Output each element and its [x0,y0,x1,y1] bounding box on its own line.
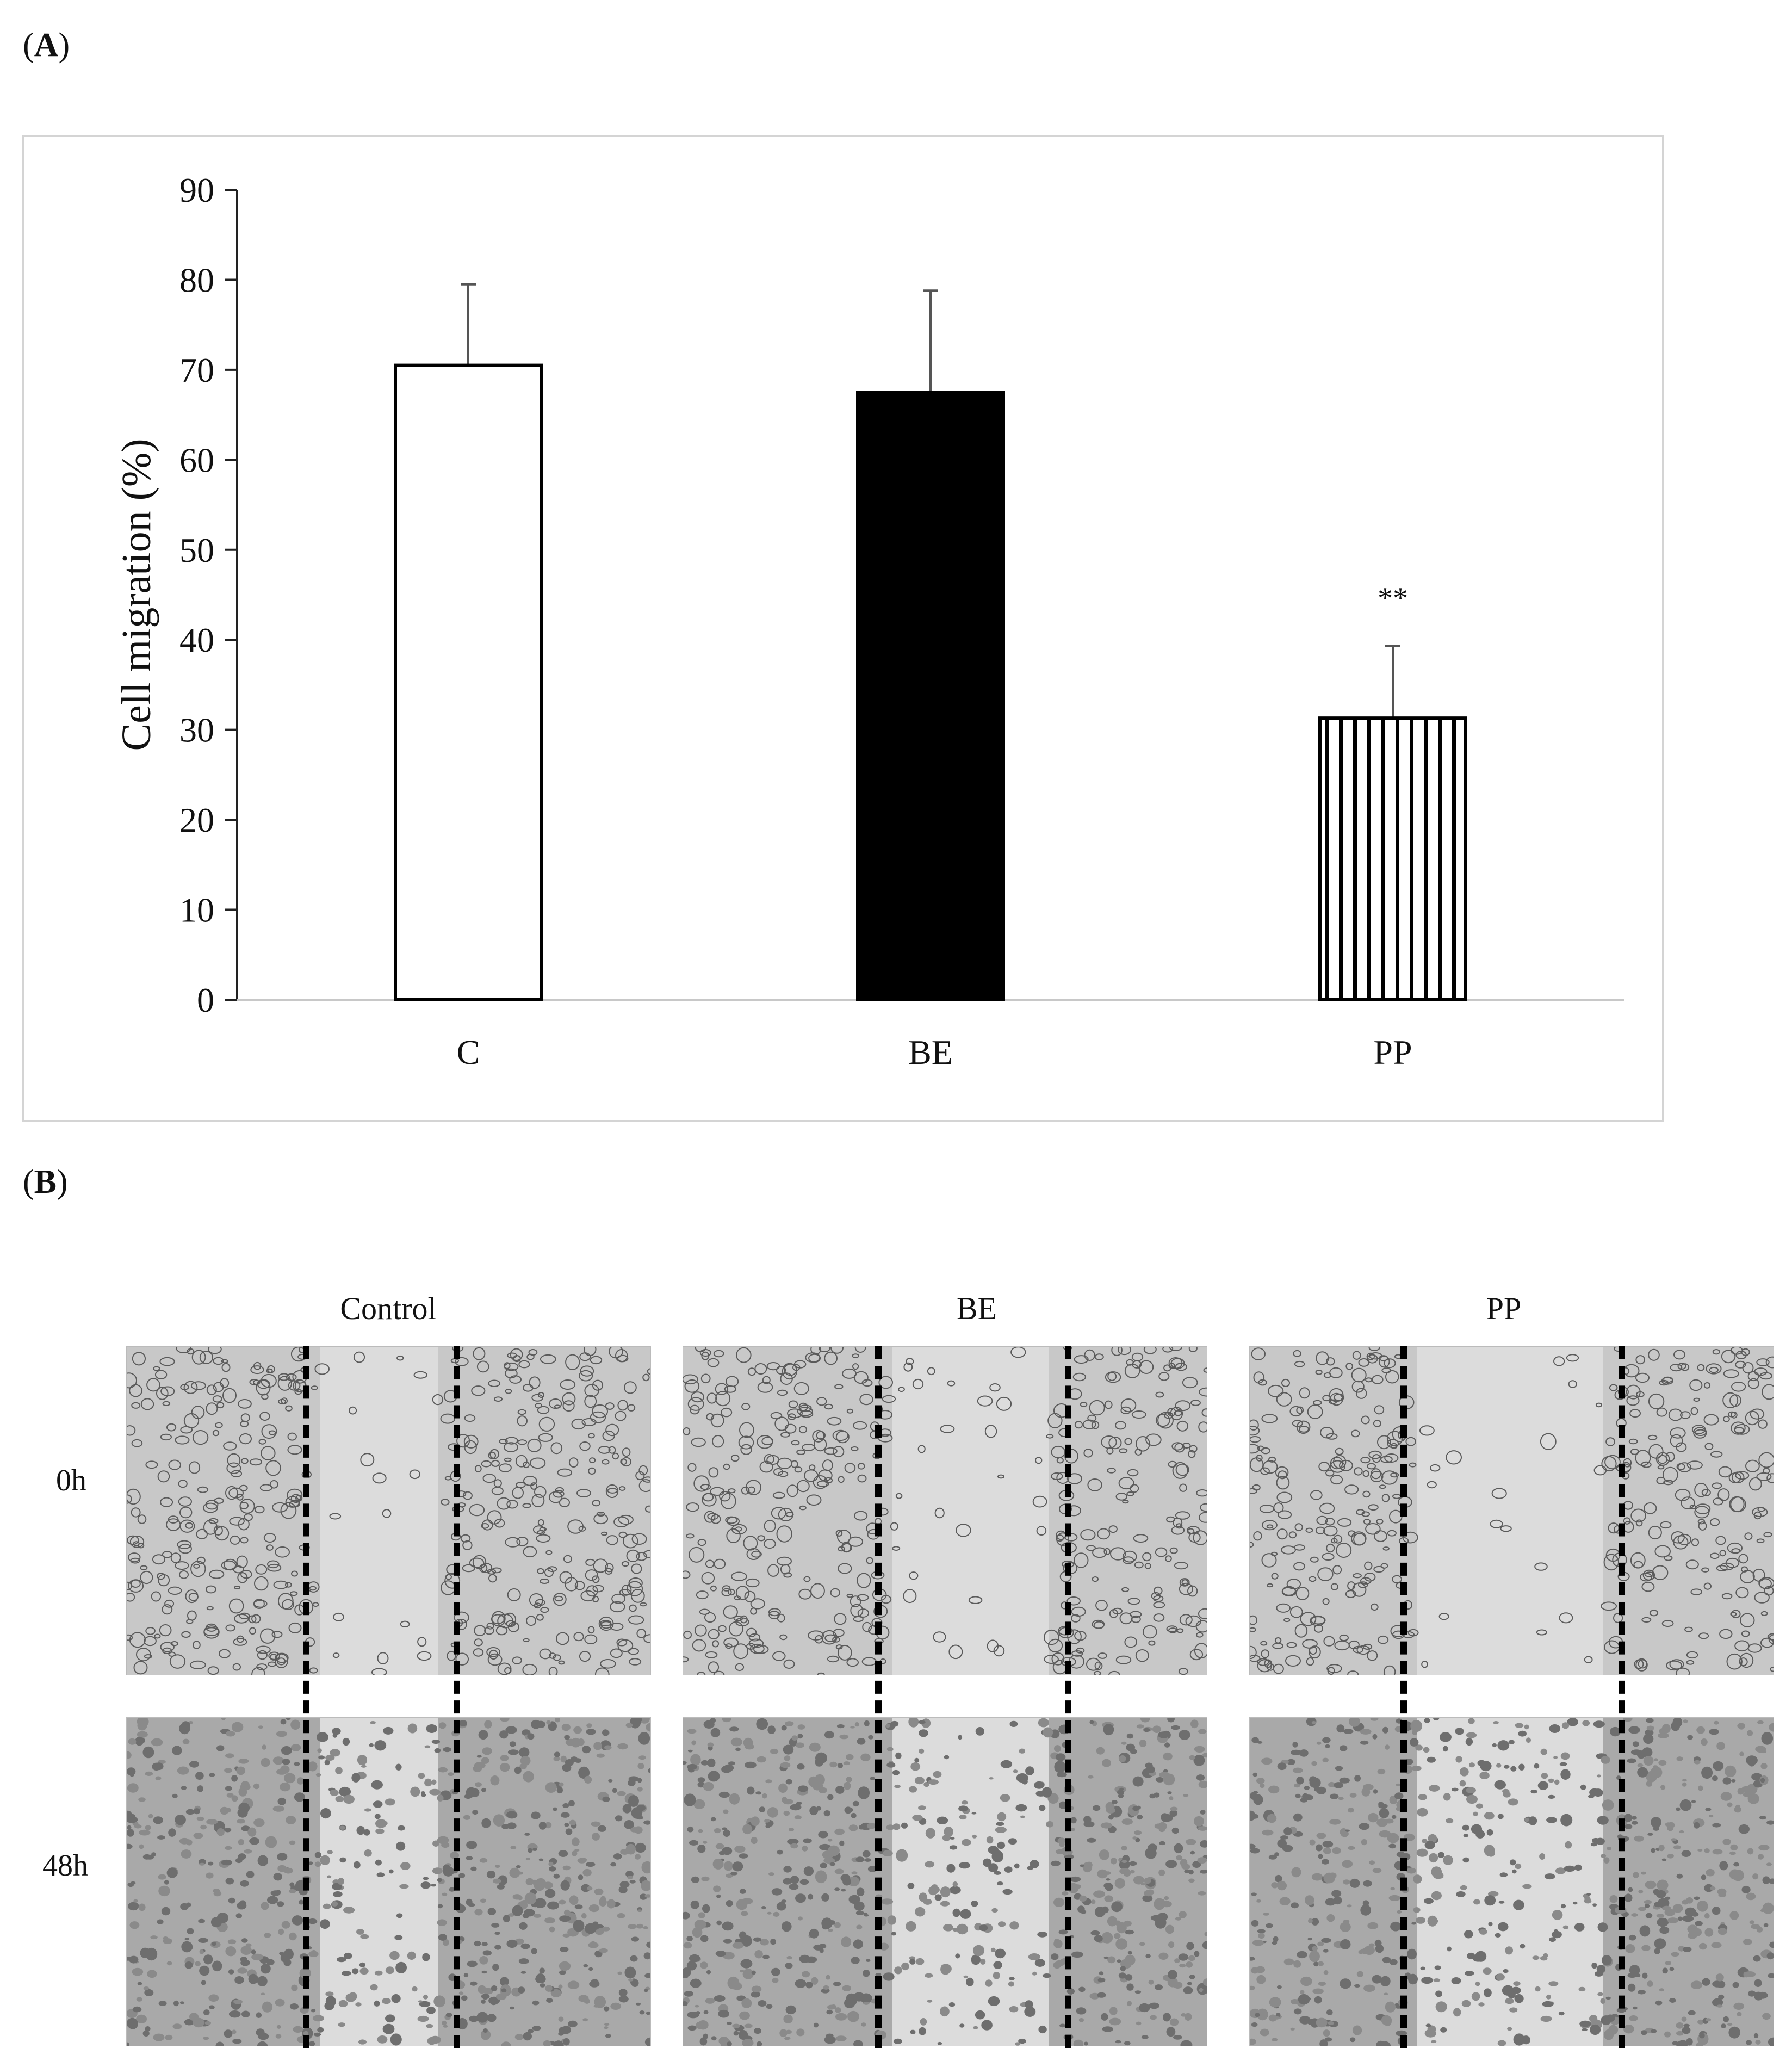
wound-edge-line [875,1346,882,2048]
bar-chart: 0 10 20 30 40 50 60 70 80 90 Cell migration (%) C BE… [114,171,1624,1072]
bar-be [856,391,1005,1001]
y-tick-label: 0 [197,981,214,1019]
micrograph-control-0h [126,1346,651,1675]
column-header-pp: PP [1486,1291,1522,1326]
y-tick-label: 40 [179,621,214,659]
micrograph-pp-0h [1249,1346,1774,1675]
y-tick-label: 30 [179,711,214,750]
micrograph-pp-48h [1249,1717,1774,2046]
row-header-48h: 48h [42,1849,88,1883]
significance-marker: ** [1378,581,1408,615]
y-tick-label: 90 [179,171,214,209]
wound-edge-line [1400,1346,1407,2048]
micrograph-control-48h [126,1717,651,2046]
panel-a-label: (A) [23,27,70,64]
y-tick-label: 50 [179,531,214,570]
bar-pp [1318,716,1467,1002]
micrograph-be-48h [683,1717,1207,2046]
wound-edge-line [454,1346,460,2048]
column-header-control: Control [340,1291,437,1326]
bar-chart-frame: 0 10 20 30 40 50 60 70 80 90 Cell migration (%) C BE… [22,135,1664,1122]
y-tick-label: 80 [179,261,214,299]
panel-b-label: (B) [23,1163,68,1200]
x-tick-label: C [457,1033,480,1072]
micrograph-be-0h [683,1346,1207,1675]
bar-c [394,363,543,1001]
wound-edge-line [1619,1346,1625,2048]
y-tick-label: 60 [179,441,214,479]
wound-edge-line [303,1346,309,2048]
column-header-be: BE [956,1291,997,1326]
y-tick-label: 20 [179,801,214,839]
y-tick-label: 70 [179,351,214,389]
y-axis-title: Cell migration (%) [114,438,159,751]
x-tick-label: BE [908,1033,953,1072]
wound-edge-line [1065,1346,1071,2048]
x-tick-label: PP [1373,1033,1412,1072]
row-header-0h: 0h [56,1464,86,1497]
y-tick-label: 10 [179,891,214,930]
